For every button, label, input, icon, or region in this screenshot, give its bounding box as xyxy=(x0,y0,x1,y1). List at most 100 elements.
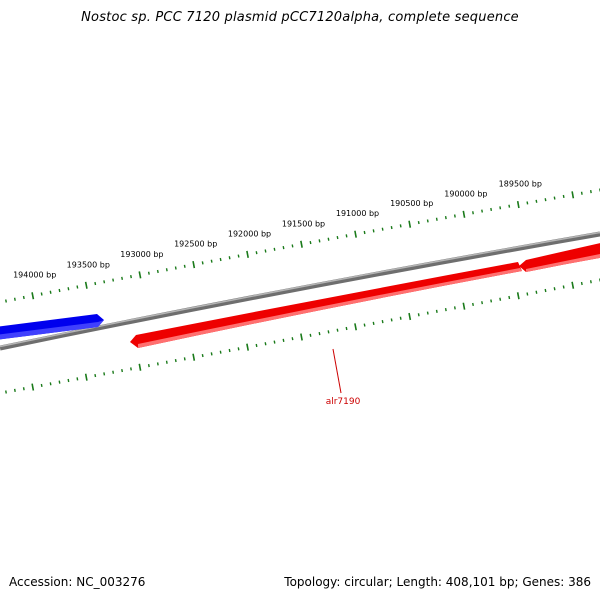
major-tick xyxy=(31,292,35,300)
minor-tick xyxy=(94,281,97,286)
minor-tick xyxy=(309,333,312,337)
minor-tick xyxy=(237,347,240,351)
major-tick xyxy=(246,250,249,258)
minor-tick xyxy=(282,338,285,342)
minor-tick xyxy=(399,224,402,228)
minor-tick xyxy=(183,357,186,361)
minor-tick xyxy=(273,247,276,251)
gene-label-leader xyxy=(332,348,342,394)
gene-red-right[interactable] xyxy=(519,242,600,272)
major-tick xyxy=(138,363,142,371)
minor-tick xyxy=(255,343,258,348)
minor-tick xyxy=(291,244,294,248)
minor-tick xyxy=(562,285,565,289)
major-tick xyxy=(84,281,88,289)
gene-blue-forward[interactable] xyxy=(0,314,104,340)
minor-tick xyxy=(210,352,213,356)
minor-tick xyxy=(40,292,43,296)
major-tick xyxy=(408,220,412,228)
minor-tick xyxy=(345,234,348,238)
minor-tick xyxy=(103,372,106,376)
minor-tick xyxy=(219,257,222,262)
minor-tick xyxy=(94,373,97,378)
minor-tick xyxy=(426,219,429,223)
major-tick xyxy=(192,353,196,361)
minor-tick xyxy=(390,225,393,230)
minor-tick xyxy=(363,230,366,235)
minor-tick xyxy=(201,261,204,265)
minor-tick xyxy=(481,301,484,305)
minor-tick xyxy=(589,190,592,194)
major-tick xyxy=(138,271,142,279)
minor-tick xyxy=(318,239,321,243)
position-labels: 194000 bp 193500 bp 193000 bp 192500 bp 1920… xyxy=(13,180,542,280)
position-label: 192000 bp xyxy=(228,229,271,238)
minor-tick xyxy=(273,340,276,344)
minor-tick xyxy=(345,326,348,331)
major-tick xyxy=(354,230,357,238)
minor-tick xyxy=(535,199,538,203)
major-tick xyxy=(462,210,466,218)
minor-tick xyxy=(228,256,231,260)
major-tick xyxy=(516,292,520,300)
minor-tick xyxy=(472,302,474,307)
minor-tick xyxy=(201,353,204,358)
minor-tick xyxy=(67,287,70,291)
gene-label-alr7190[interactable]: alr7190 xyxy=(326,397,361,407)
minor-tick xyxy=(435,309,438,313)
minor-tick xyxy=(130,367,132,371)
minor-tick xyxy=(481,209,484,213)
position-label: 191000 bp xyxy=(336,209,379,218)
position-label: 189500 bp xyxy=(499,180,542,189)
major-tick xyxy=(462,302,466,310)
gene-alr7190[interactable] xyxy=(130,262,522,348)
minor-tick xyxy=(5,299,7,303)
minor-tick xyxy=(426,311,429,315)
minor-tick xyxy=(553,287,556,291)
inner-tick-scale xyxy=(5,278,600,394)
minor-tick xyxy=(417,313,420,317)
minor-tick xyxy=(372,321,375,325)
outer-tick-scale xyxy=(5,188,600,303)
minor-tick xyxy=(580,281,583,286)
minor-tick xyxy=(490,299,493,303)
backbone xyxy=(0,231,600,351)
minor-tick xyxy=(112,278,115,282)
minor-tick xyxy=(535,290,538,294)
minor-tick xyxy=(444,216,447,220)
major-tick xyxy=(300,240,303,248)
minor-tick xyxy=(76,377,79,381)
minor-tick xyxy=(390,318,393,322)
minor-tick xyxy=(58,288,61,293)
minor-tick xyxy=(309,240,312,245)
minor-tick xyxy=(210,259,213,263)
minor-tick xyxy=(219,350,222,354)
minor-tick xyxy=(282,246,285,250)
minor-tick xyxy=(589,280,592,284)
minor-tick xyxy=(49,382,52,386)
minor-tick xyxy=(58,380,61,384)
major-tick xyxy=(516,200,520,209)
position-label: 193500 bp xyxy=(67,260,110,269)
minor-tick xyxy=(291,337,294,341)
position-label: 190000 bp xyxy=(444,189,487,198)
minor-tick xyxy=(22,387,25,391)
position-label: 191500 bp xyxy=(282,219,325,228)
minor-tick xyxy=(112,370,115,374)
minor-tick xyxy=(40,383,43,388)
minor-tick xyxy=(121,276,124,280)
minor-tick xyxy=(327,237,330,241)
position-label: 193000 bp xyxy=(120,250,163,259)
minor-tick xyxy=(490,207,493,212)
minor-tick xyxy=(156,362,159,366)
minor-tick xyxy=(336,235,339,240)
minor-tick xyxy=(435,217,438,221)
major-tick xyxy=(31,383,35,391)
minor-tick xyxy=(264,342,267,346)
minor-tick xyxy=(255,251,258,255)
minor-tick xyxy=(417,220,420,225)
minor-tick xyxy=(13,388,16,392)
major-tick xyxy=(571,281,575,289)
